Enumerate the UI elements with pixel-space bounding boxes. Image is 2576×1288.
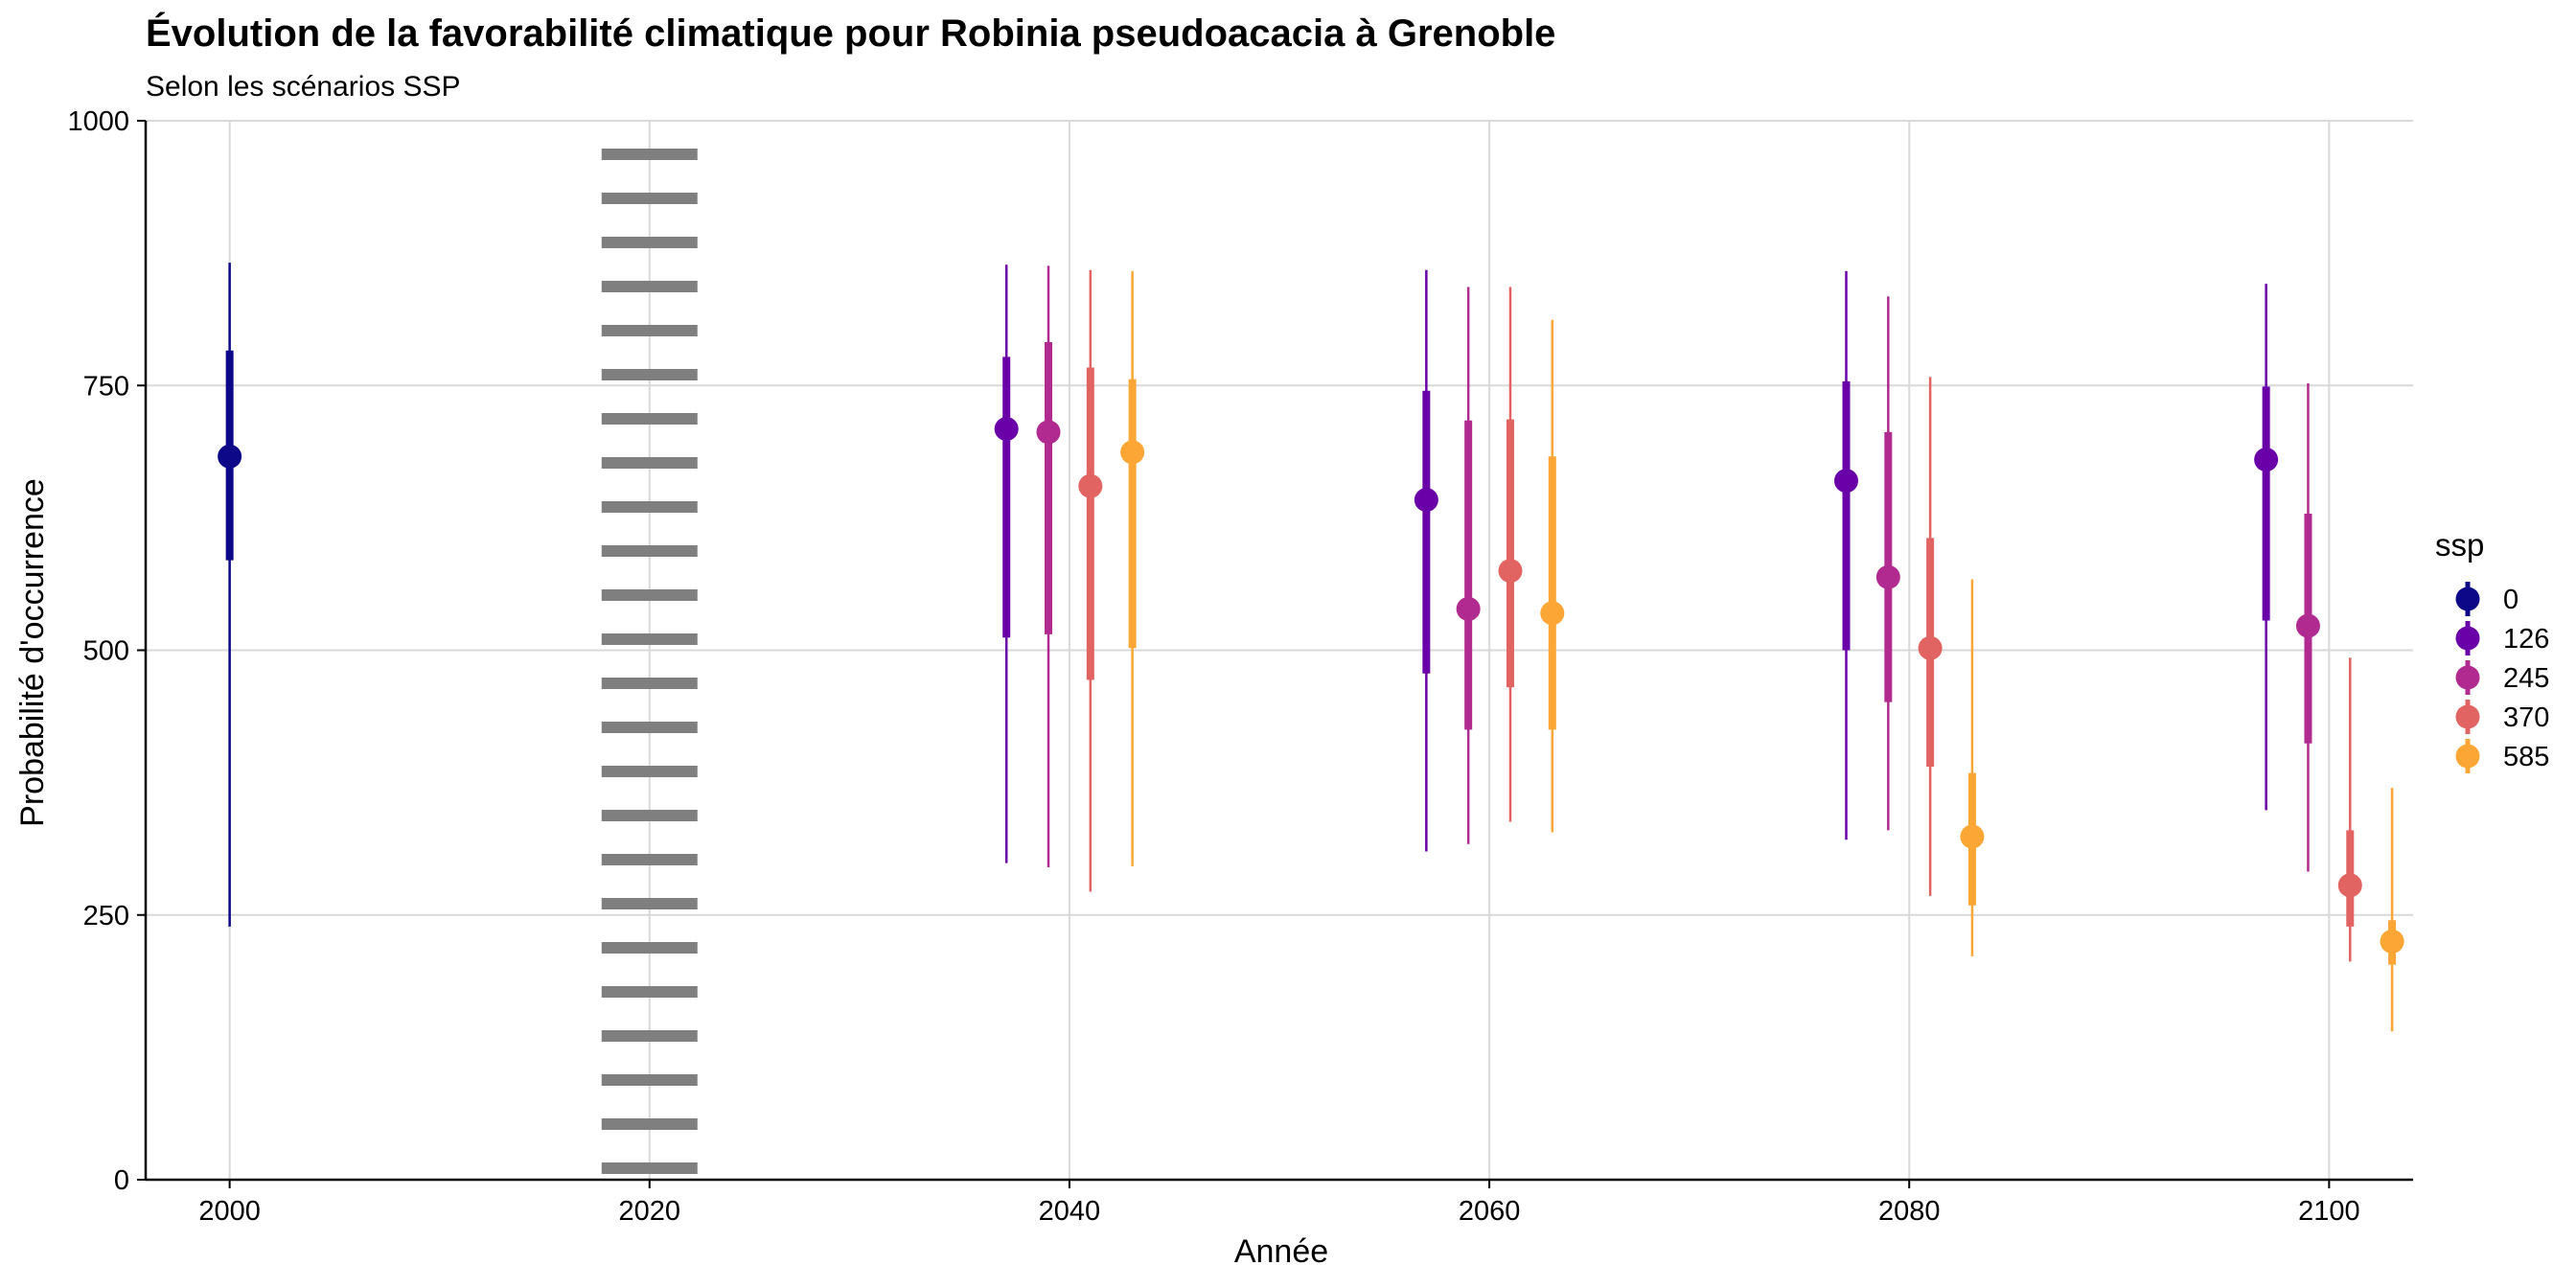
point-range-ssp126-2100 <box>2254 284 2279 811</box>
median-point <box>1875 564 1900 589</box>
point-range-ssp370-2100 <box>2337 657 2362 962</box>
median-point <box>2254 448 2279 472</box>
x-axis-title: Année <box>1234 1233 1328 1270</box>
median-point <box>1918 635 1943 660</box>
x-tick-label: 2100 <box>2298 1196 2360 1227</box>
median-point <box>994 417 1019 442</box>
median-point <box>2380 929 2404 954</box>
x-tick-label: 2040 <box>1039 1196 1101 1227</box>
point-range-ssp585-2060 <box>1540 319 1565 833</box>
y-tick-label: 500 <box>83 636 129 667</box>
legend-label: 585 <box>2503 742 2549 772</box>
grid-layer <box>146 120 2413 1181</box>
median-point <box>2337 873 2362 898</box>
point-range-ssp126-2060 <box>1414 269 1438 852</box>
point-range-ssp245-2060 <box>1456 287 1481 844</box>
median-point <box>1540 601 1565 626</box>
legend-entry-585: 585 <box>2455 739 2549 773</box>
legend-key-point <box>2455 586 2480 611</box>
chart-subtitle: Selon les scénarios SSP <box>146 71 461 103</box>
point-range-ssp126-2080 <box>1834 270 1858 840</box>
y-tick-label: 250 <box>83 901 129 932</box>
point-range-ssp245-2080 <box>1875 296 1900 831</box>
point-range-ssp245-2040 <box>1036 265 1061 868</box>
chart-title: Évolution de la favorabilité climatique … <box>146 12 1555 55</box>
legend-key-point <box>2455 626 2480 651</box>
x-tick-label: 2020 <box>619 1196 681 1227</box>
median-point <box>218 444 242 469</box>
median-point <box>1960 824 1985 849</box>
legend-label: 126 <box>2503 624 2549 655</box>
y-axis-title: Probabilité d'occurrence <box>14 478 51 827</box>
legend-key-point <box>2455 665 2480 690</box>
legend-key-point <box>2455 744 2480 769</box>
legend-entries: 0 126 245 370 585 <box>2455 582 2549 773</box>
x-tick-label: 2080 <box>1878 1196 1941 1227</box>
point-range-ssp245-2100 <box>2295 383 2320 872</box>
legend: ssp 0 126 245 370 585 <box>2435 527 2549 773</box>
median-point <box>1456 596 1481 621</box>
x-tick-label: 2060 <box>1459 1196 1521 1227</box>
median-point <box>1078 473 1103 498</box>
point-range-ssp585-2040 <box>1120 270 1145 866</box>
marks-layer <box>218 263 2404 1032</box>
median-point <box>1120 440 1145 465</box>
y-tick-label: 0 <box>114 1165 129 1196</box>
y-tick-label: 750 <box>83 371 129 402</box>
point-range-ssp585-2080 <box>1960 579 1985 956</box>
legend-title: ssp <box>2435 527 2484 563</box>
x-tick-label: 2000 <box>198 1196 261 1227</box>
point-range-ssp370-2060 <box>1498 287 1523 822</box>
point-range-ssp126-2040 <box>994 264 1019 863</box>
legend-entry-126: 126 <box>2455 621 2549 656</box>
point-range-ssp370-2080 <box>1918 377 1943 896</box>
legend-entry-0: 0 <box>2455 582 2518 616</box>
median-point <box>1498 559 1523 584</box>
legend-entry-370: 370 <box>2455 700 2549 734</box>
median-point <box>1036 420 1061 445</box>
median-point <box>2295 613 2320 638</box>
y-tick-label: 1000 <box>67 106 129 137</box>
legend-key-point <box>2455 704 2480 729</box>
point-range-ssp0-2000 <box>218 263 242 927</box>
tick-labels-layer: 0 250 500 750 1000 2000 2020 2040 2060 2080 2100 <box>67 106 2359 1227</box>
legend-entry-245: 245 <box>2455 660 2549 695</box>
legend-label: 370 <box>2503 702 2549 733</box>
median-point <box>1414 488 1438 513</box>
legend-label: 0 <box>2503 585 2518 615</box>
point-range-ssp370-2040 <box>1078 269 1103 892</box>
legend-label: 245 <box>2503 663 2549 694</box>
point-range-ssp585-2100 <box>2380 788 2404 1032</box>
median-point <box>1834 469 1858 494</box>
